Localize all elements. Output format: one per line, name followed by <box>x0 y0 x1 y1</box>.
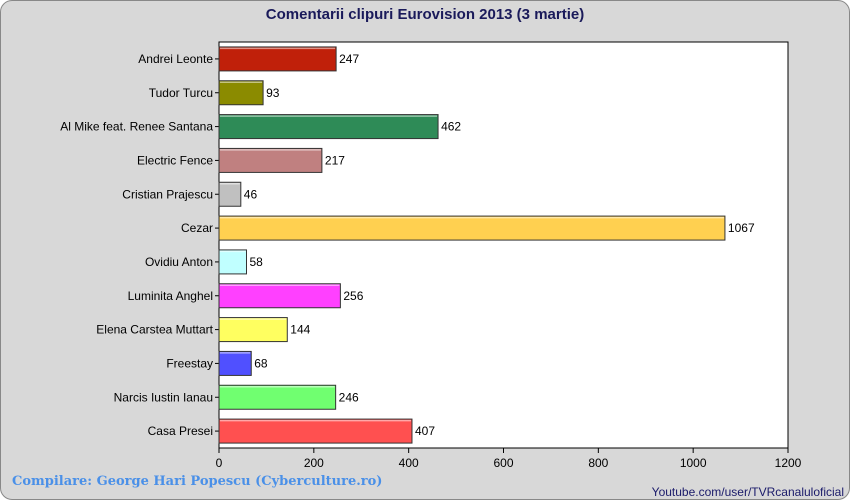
credit-text: Compilare: George Hari Popescu (Cybercul… <box>12 474 383 489</box>
value-label: 407 <box>415 424 435 438</box>
plot-area <box>218 41 789 449</box>
value-label: 246 <box>339 390 359 404</box>
category-label: Al Mike feat. Renee Santana <box>60 120 213 134</box>
bar <box>218 147 323 173</box>
x-tick-label: 200 <box>304 456 324 470</box>
category-label: Electric Fence <box>137 153 213 167</box>
category-label: Andrei Leonte <box>138 52 213 66</box>
bar <box>218 215 726 241</box>
bar <box>218 317 288 343</box>
source-text: Youtube.com/user/TVRcanaluloficial <box>651 485 844 499</box>
bar <box>218 283 341 309</box>
value-label: 58 <box>250 255 264 269</box>
value-label: 144 <box>290 323 310 337</box>
bar <box>218 350 252 376</box>
bar <box>218 114 439 140</box>
value-label: 247 <box>339 52 359 66</box>
category-label: Casa Presei <box>148 424 213 438</box>
value-label: 93 <box>266 86 280 100</box>
value-label: 1067 <box>728 221 755 235</box>
x-tick-label: 0 <box>216 456 223 470</box>
category-label: Tudor Turcu <box>149 86 213 100</box>
x-tick-label: 800 <box>588 456 608 470</box>
bar <box>218 181 242 207</box>
value-label: 68 <box>254 356 268 370</box>
category-label: Elena Carstea Muttart <box>96 323 213 337</box>
x-tick-label: 1000 <box>680 456 707 470</box>
bar <box>218 418 413 444</box>
category-label: Cristian Prajescu <box>122 187 213 201</box>
value-label: 46 <box>244 187 258 201</box>
category-label: Narcis Iustin Ianau <box>114 390 213 404</box>
chart-title: Comentarii clipuri Eurovision 2013 (3 ma… <box>265 6 585 23</box>
bar <box>218 80 264 106</box>
value-label: 462 <box>441 120 461 134</box>
category-label: Ovidiu Anton <box>145 255 213 269</box>
x-tick-label: 1200 <box>775 456 802 470</box>
category-label: Cezar <box>181 221 213 235</box>
x-tick-label: 600 <box>493 456 513 470</box>
bar <box>218 249 248 275</box>
category-label: Luminita Anghel <box>128 289 213 303</box>
bar <box>218 46 337 72</box>
value-label: 256 <box>343 289 363 303</box>
value-label: 217 <box>325 153 345 167</box>
category-label: Freestay <box>166 356 213 370</box>
bar <box>218 384 337 410</box>
x-tick-label: 400 <box>399 456 419 470</box>
